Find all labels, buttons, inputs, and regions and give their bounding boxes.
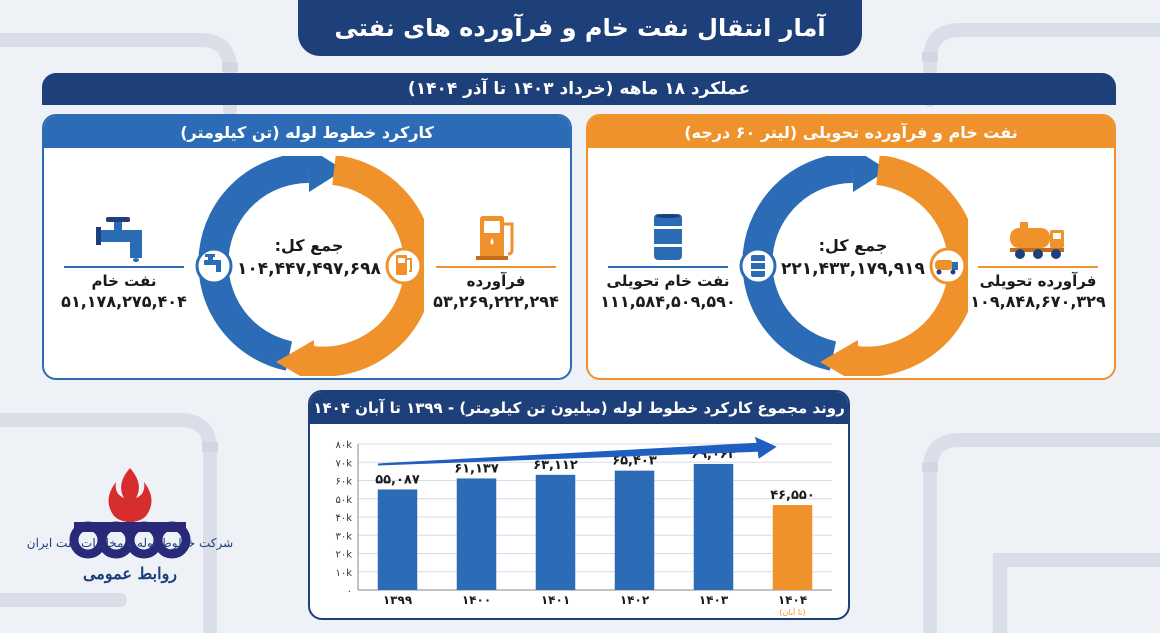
pipeline-crude-divider [64,266,184,268]
y-tick-label: ۴۰k [335,513,352,524]
bar [614,470,655,590]
delivery-panel-header: نفت خام و فرآورده تحویلی (لیتر ۶۰ درجه) [588,116,1114,148]
delivery-crude: نفت خام تحویلی ۱۱۱,۵۸۴,۵۰۹,۵۹۰ [598,212,738,311]
page-title: آمار انتقال نفت خام و فرآورده های نفتی [298,0,862,56]
delivery-panel: نفت خام و فرآورده تحویلی (لیتر ۶۰ درجه) … [586,114,1116,380]
bar [693,463,734,590]
x-tick-label: ۱۴۰۱ [541,593,570,607]
data-label: ۶۱,۱۳۷ [454,461,499,476]
delivery-crude-divider [608,266,728,268]
pipeline-crude-label: نفت خام [91,272,157,290]
delivery-cycle-arrows [739,156,968,376]
x-tick-label: ۱۴۰۳ [699,593,729,607]
bar [535,474,576,590]
chart-title: روند مجموع کارکرد خطوط لوله (میلیون تن ک… [310,392,848,424]
y-tick-label: ۸۰k [335,440,352,451]
logo-department: روابط عمومی [82,564,178,583]
pipeline-total-label: جمع کل: [274,236,344,255]
bar [377,489,418,590]
x-tick-note: (تا آبان) [779,607,805,617]
data-label: ۵۵,۰۸۷ [375,472,420,487]
delivery-product-label: فرآورده تحویلی [979,272,1097,290]
period-bar: عملکرد ۱۸ ماهه (خرداد ۱۴۰۳ تا آذر ۱۴۰۴) [42,73,1116,105]
delivery-crude-value: ۱۱۱,۵۸۴,۵۰۹,۵۹۰ [600,292,736,311]
pipeline-product-label: فرآورده [466,272,526,290]
trend-chart: روند مجموع کارکرد خطوط لوله (میلیون تن ک… [308,390,850,620]
small-fuel-pump-icon [396,255,412,275]
y-tick-label: ۷۰k [335,458,352,469]
data-label: ۴۶,۵۵۰ [770,488,815,503]
pipeline-panel-header: کارکرد خطوط لوله (تن کیلومتر) [44,116,570,148]
delivery-total-value: ۲۲۱,۴۳۳,۱۷۹,۹۱۹ [781,259,925,279]
bar-chart-svg: ۰ ۱۰k ۲۰k ۳۰k ۴۰k ۵۰k ۶۰k ۷۰k ۸۰k ۵۵,۰۸۷ ۱۳۹۹ ۶۱,۱۳… [335,436,832,617]
pipeline-cycle-arrows [195,156,424,376]
pipeline-product-value: ۵۳,۲۶۹,۲۲۲,۲۹۴ [433,292,559,311]
faucet-pipe-icon [96,217,142,262]
data-label: ۶۵,۴۰۳ [612,454,657,469]
pipeline-product: فرآورده ۵۳,۲۶۹,۲۲۲,۲۹۴ [426,212,566,311]
pipeline-total-value: ۱۰۴,۴۴۷,۴۹۷,۶۹۸ [237,259,381,279]
pipeline-total: جمع کل: ۱۰۴,۴۴۷,۴۹۷,۶۹۸ [194,236,424,279]
delivery-product-value: ۱۰۹,۸۴۸,۶۷۰,۳۲۹ [970,292,1106,311]
y-tick-label: ۶۰k [335,477,352,488]
logo-company-name: شرکت خطوط لوله و مخابرات نفت ایران [26,536,234,550]
data-label: ۶۳,۱۱۲ [533,458,578,473]
x-tick-label: ۱۳۹۹ [383,593,413,607]
bar [456,478,497,590]
y-tick-label: ۳۰k [335,531,352,542]
nioc-flame-logo-icon [69,468,191,559]
fuel-pump-icon [476,216,514,260]
y-tick-label: ۲۰k [335,550,352,561]
delivery-total-label: جمع کل: [818,236,888,255]
pipeline-product-divider [436,266,556,268]
y-tick-label: ۰ [347,586,352,597]
y-tick-label: ۱۰k [335,568,352,579]
small-barrel-icon [751,255,765,277]
tanker-truck-icon [1010,222,1064,259]
delivery-product-divider [978,266,1098,268]
small-faucet-icon [204,254,221,272]
x-tick-label: ۱۴۰۲ [620,593,650,607]
pipeline-crude: نفت خام ۵۱,۱۷۸,۲۷۵,۴۰۴ [54,212,194,311]
delivery-total: جمع کل: ۲۲۱,۴۳۳,۱۷۹,۹۱۹ [738,236,968,279]
pipeline-panel: کارکرد خطوط لوله (تن کیلومتر) جمع کل: ۱۰… [42,114,572,380]
bar [772,505,813,590]
oil-barrel-icon [654,214,682,260]
delivery-crude-label: نفت خام تحویلی [606,272,730,290]
x-tick-label: ۱۴۰۰ [462,593,491,607]
pipeline-crude-value: ۵۱,۱۷۸,۲۷۵,۴۰۴ [61,292,187,311]
small-tanker-icon [935,260,958,275]
y-tick-label: ۵۰k [335,495,352,506]
delivery-product: فرآورده تحویلی ۱۰۹,۸۴۸,۶۷۰,۳۲۹ [968,212,1108,311]
x-tick-label: ۱۴۰۴ [778,593,807,607]
trend-arrow-icon [378,436,777,466]
